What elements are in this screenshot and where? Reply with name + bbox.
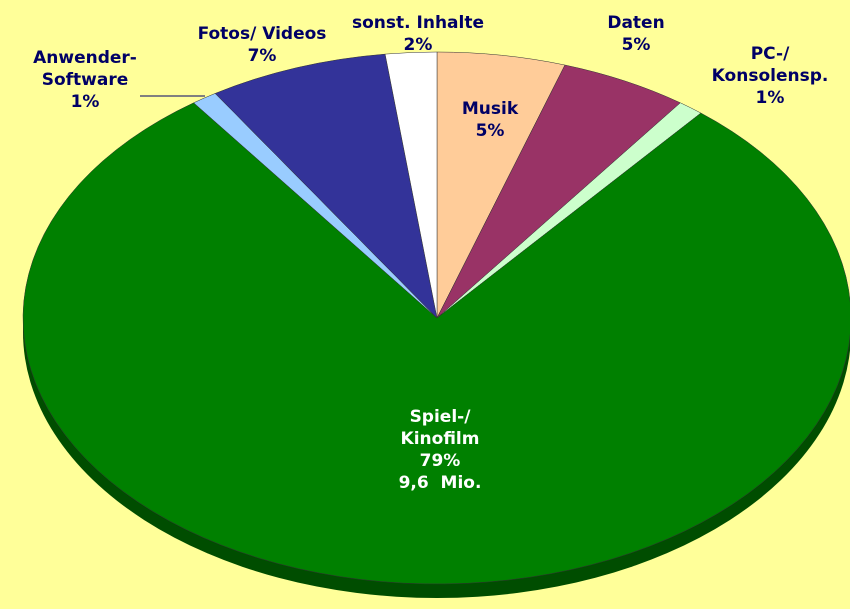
category-label: Musik [461, 99, 519, 119]
pie-slice [22, 102, 850, 585]
slice-label: sonst. Inhalte 2% [352, 12, 484, 56]
slice-label: Daten 5% [607, 12, 664, 56]
value-label: 1% [70, 92, 100, 112]
value-label: 5% [475, 121, 505, 141]
slice-label: PC-/ Konsolensp. 1% [712, 43, 829, 109]
value-label: 7% [247, 46, 277, 66]
value-label: 79% [419, 451, 461, 471]
value-label: 1% [755, 88, 785, 108]
value-label: 5% [621, 35, 651, 55]
slice-label: Anwender- Software 1% [33, 47, 137, 113]
annotation: 9,6 Mio. [398, 473, 482, 493]
value-label: 2% [403, 35, 433, 55]
slice-label: Spiel-/ Kinofilm 79% 9,6 Mio. [399, 406, 482, 494]
category-label: sonst. Inhalte [351, 13, 485, 33]
category-label: Anwender- Software [33, 48, 137, 90]
category-label: Daten [607, 13, 665, 33]
pie-slice [384, 51, 438, 319]
category-label: Spiel-/ Kinofilm [400, 407, 480, 449]
slice-label: Musik 5% [462, 98, 518, 142]
category-label: Fotos/ Videos [197, 24, 327, 44]
pie-slice [214, 53, 438, 319]
category-label: PC-/ Konsolensp. [711, 44, 829, 86]
slices [22, 51, 850, 585]
slice-label: Fotos/ Videos 7% [198, 23, 327, 67]
